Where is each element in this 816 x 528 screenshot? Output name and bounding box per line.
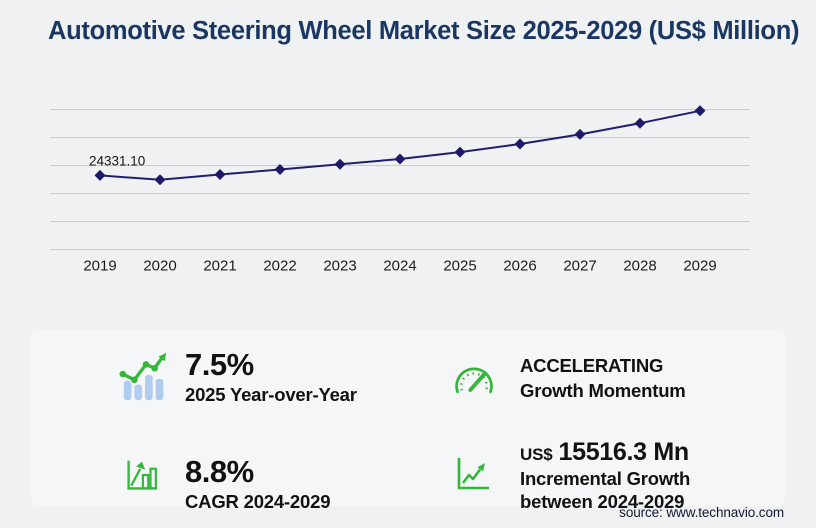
data-point-2027 xyxy=(574,128,586,140)
chart-title: Automotive Steering Wheel Market Size 20… xyxy=(48,17,800,45)
bar-chart-arrow-icon xyxy=(127,460,157,490)
x-axis-label-2027: 2027 xyxy=(563,258,596,275)
data-point-2022 xyxy=(274,164,286,176)
stats-panel: 7.5% 2025 Year-over-Year 8.8% CAGR 2024-… xyxy=(31,330,785,512)
data-label-2019: 24331.10 xyxy=(89,153,145,168)
momentum-label: Growth Momentum xyxy=(520,380,686,401)
stat-incremental-growth: US$ 15516.3 Mn Incremental Growth betwee… xyxy=(455,438,690,513)
incremental-value: 15516.3 Mn xyxy=(558,438,689,466)
bar-chart-growth-icon xyxy=(119,352,167,401)
series-line xyxy=(99,109,701,181)
line-chart-arrow-icon xyxy=(457,458,489,490)
x-axis-label-2024: 2024 xyxy=(383,258,416,275)
stat-yoy-growth: 7.5% 2025 Year-over-Year xyxy=(118,348,357,405)
stat-cagr: 8.8% CAGR 2024-2029 xyxy=(125,455,330,512)
x-axis-label-2021: 2021 xyxy=(203,258,236,275)
x-axis-label-2028: 2028 xyxy=(623,258,656,275)
data-point-2026 xyxy=(514,138,526,150)
yoy-growth-value: 7.5% xyxy=(185,347,254,382)
data-point-2020 xyxy=(154,174,166,186)
incremental-currency: US$ xyxy=(520,445,553,464)
market-size-line-chart: 2019 2020 2021 2022 2023 2024 2025 2026 2027 2028… xyxy=(50,105,750,275)
cagr-label: CAGR 2024-2029 xyxy=(185,491,331,512)
speedometer-icon xyxy=(455,367,493,394)
stat-growth-momentum: ACCELERATING Growth Momentum xyxy=(452,353,686,403)
data-point-2029 xyxy=(694,105,706,117)
source-credit: source: www.technavio.com xyxy=(619,505,784,520)
x-axis-label-2026: 2026 xyxy=(503,258,536,275)
x-axis-label-2025: 2025 xyxy=(443,258,476,275)
data-point-2023 xyxy=(334,158,346,170)
yoy-growth-label: 2025 Year-over-Year xyxy=(185,384,357,405)
incremental-label-line1: Incremental Growth xyxy=(520,468,691,489)
data-point-2021 xyxy=(214,169,226,181)
data-point-2025 xyxy=(454,146,466,158)
x-axis-label-2029: 2029 xyxy=(683,258,716,275)
x-axis-label-2020: 2020 xyxy=(143,258,176,275)
x-axis-label-2023: 2023 xyxy=(323,258,356,275)
x-axis-label-2019: 2019 xyxy=(83,258,116,275)
momentum-value: ACCELERATING xyxy=(520,355,664,376)
cagr-value: 8.8% xyxy=(185,454,254,489)
incremental-label-line2: between 2024-2029 xyxy=(520,491,685,512)
x-axis-label-2022: 2022 xyxy=(263,258,296,275)
data-point-2028 xyxy=(634,117,646,129)
data-point-2019 xyxy=(94,169,106,181)
data-point-2024 xyxy=(394,153,406,165)
